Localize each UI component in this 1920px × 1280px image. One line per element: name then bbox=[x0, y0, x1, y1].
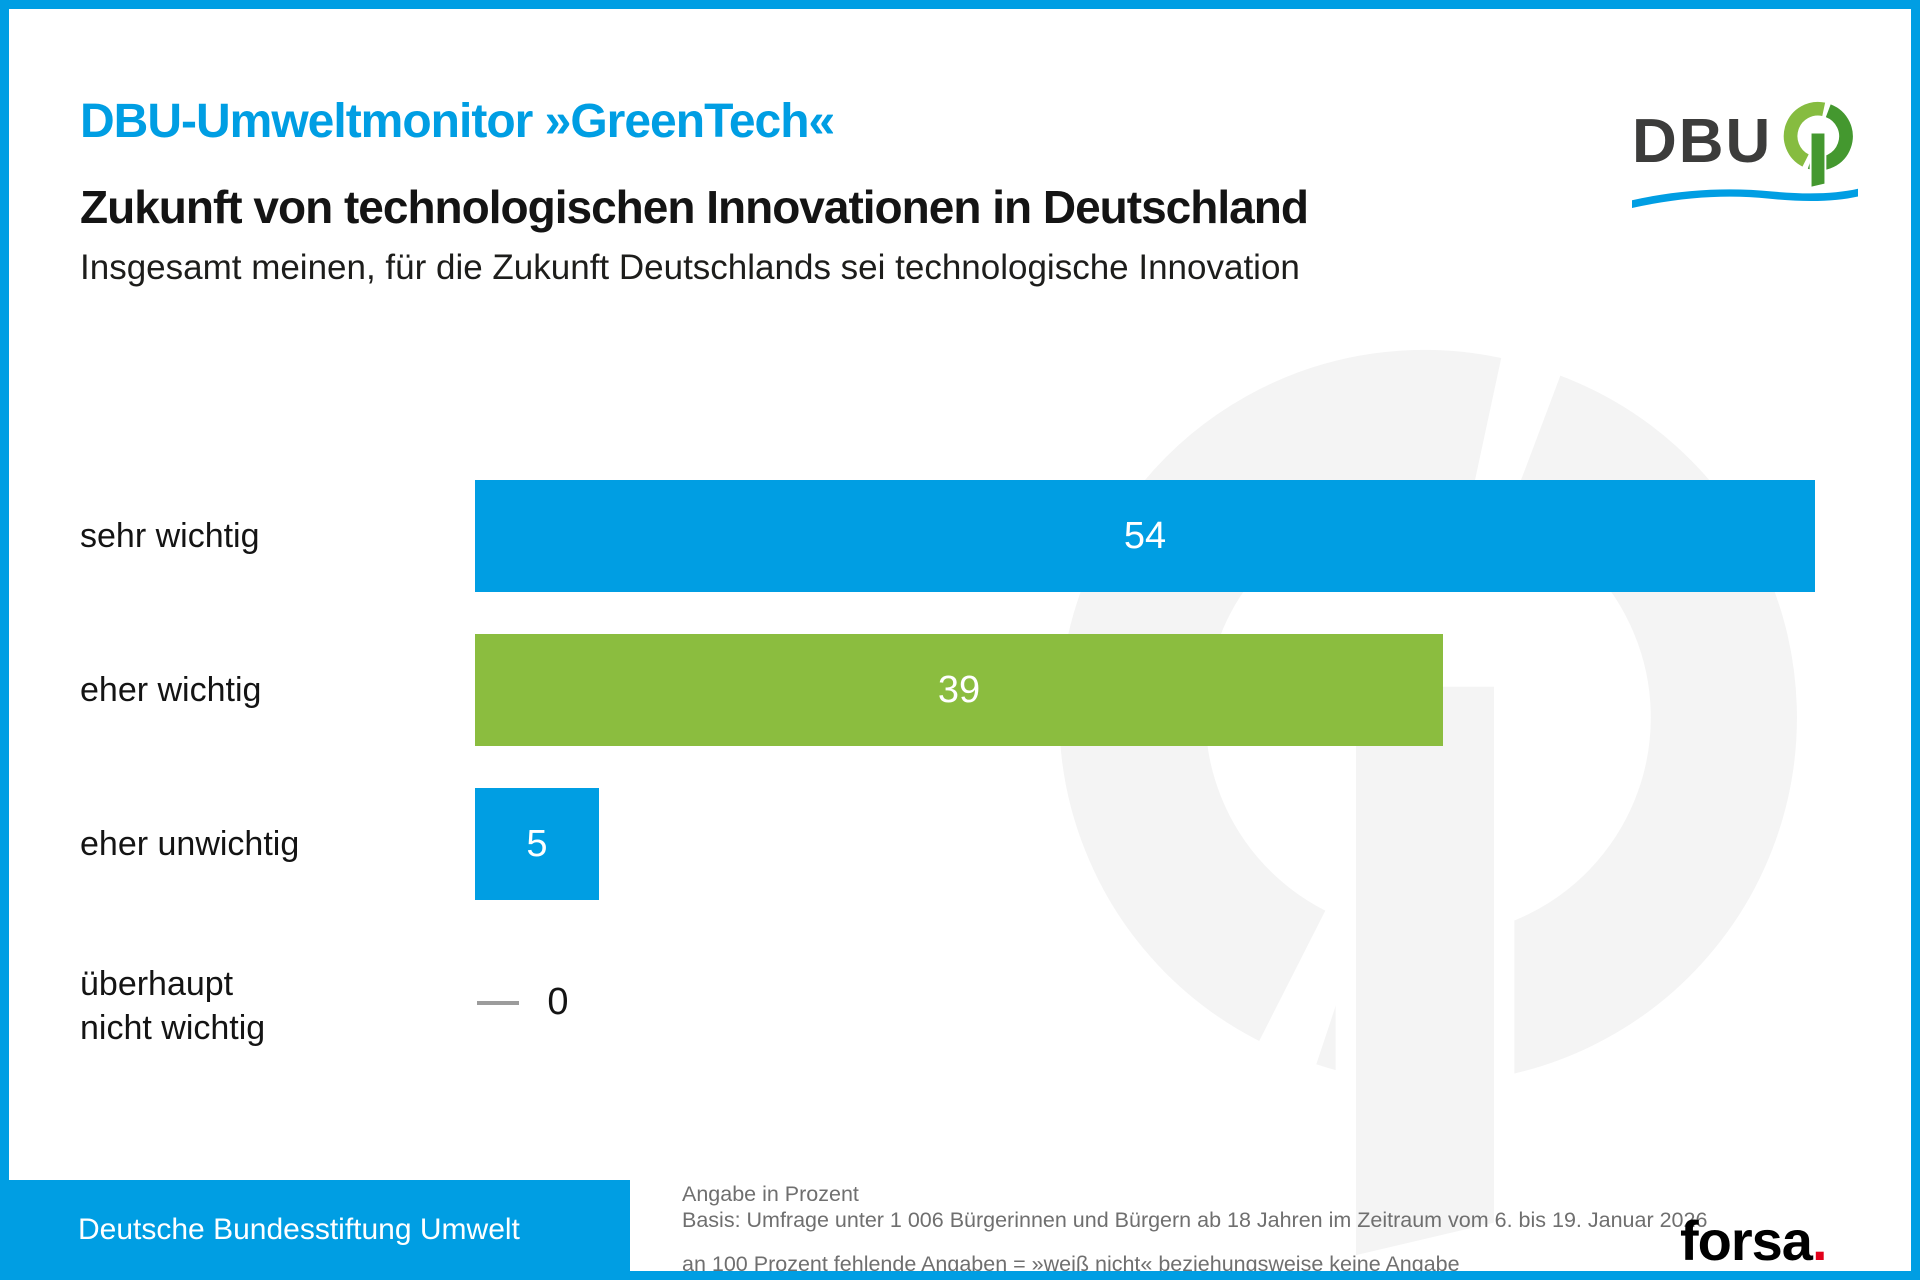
frame-border-left bbox=[0, 0, 9, 1280]
note-basis: Basis: Umfrage unter 1 006 Bürgerinnen u… bbox=[682, 1208, 1708, 1232]
forsa-logo-dot: . bbox=[1811, 1209, 1828, 1272]
category-label: sehr wichtig bbox=[80, 516, 260, 555]
org-banner: Deutsche Bundesstiftung Umwelt bbox=[9, 1180, 630, 1280]
category-label: eher unwichtig bbox=[80, 824, 300, 863]
frame-border-bottom bbox=[0, 1271, 1920, 1280]
frame-border-right bbox=[1911, 0, 1920, 1280]
dbu-tree-icon bbox=[1783, 101, 1853, 189]
category-label: überhaupt nicht wichtig bbox=[80, 964, 266, 1047]
note-unit: Angabe in Prozent bbox=[682, 1182, 859, 1206]
bar-3: 5 bbox=[475, 788, 599, 900]
org-banner-label: Deutsche Bundesstiftung Umwelt bbox=[78, 1213, 520, 1246]
page-subtitle: Insgesamt meinen, für die Zukunft Deutsc… bbox=[80, 248, 1300, 287]
category-label: eher wichtig bbox=[80, 670, 262, 709]
dbu-logo-text: DBU bbox=[1632, 107, 1773, 176]
bar-value-label: 0 bbox=[547, 981, 569, 1023]
bar-value-label: 5 bbox=[526, 822, 548, 865]
zero-dash bbox=[477, 1001, 519, 1005]
forsa-logo-text: forsa bbox=[1680, 1209, 1813, 1272]
forsa-logo: forsa. bbox=[1680, 1208, 1827, 1273]
frame-border-top bbox=[0, 0, 1920, 9]
bar-value-label: 39 bbox=[937, 668, 981, 711]
dbu-logo: DBU bbox=[1632, 92, 1858, 210]
bar-2: 39 bbox=[475, 634, 1443, 746]
report-kicker: DBU-Umweltmonitor »GreenTech« bbox=[80, 95, 835, 148]
dbu-wave-icon bbox=[1632, 188, 1858, 208]
bar-1: 54 bbox=[475, 480, 1815, 592]
bar-value-label: 54 bbox=[1123, 514, 1167, 557]
page-title: Zukunft von technologischen Innovationen… bbox=[80, 181, 1309, 233]
